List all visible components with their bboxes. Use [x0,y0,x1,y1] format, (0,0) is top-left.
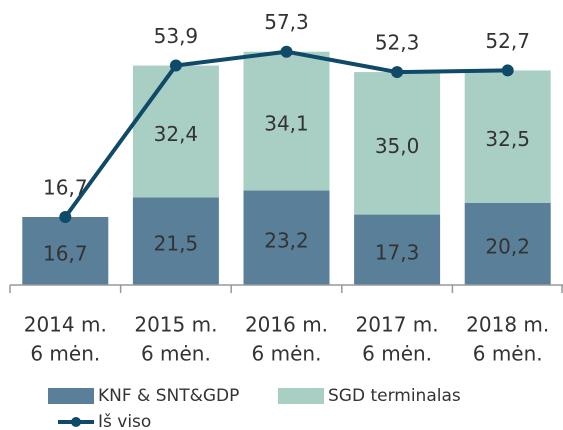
bar-segment [243,51,330,191]
x-tick-label: 2015 m. [134,313,217,337]
value-label: 35,0 [375,134,420,158]
x-tick-label: 2018 m. [466,313,549,337]
total-marker [501,64,514,77]
x-tick-label: 2017 m. [356,313,439,337]
bar-segment [132,197,219,285]
value-label: 23,2 [264,228,309,252]
x-tick-label: 2016 m. [245,313,328,337]
x-tick-label: 6 mėn. [252,342,322,366]
total-marker [59,211,72,224]
total-label: 16,7 [43,176,88,200]
total-label: 52,7 [485,29,530,53]
x-tick-label: 6 mėn. [362,342,432,366]
total-label: 53,9 [154,24,199,48]
bar-segment [354,214,441,285]
bar-segment [464,202,551,285]
value-label: 16,7 [43,242,88,266]
legend-swatch [71,417,81,427]
legend-swatch [278,388,324,404]
value-label: 21,5 [154,232,199,256]
value-label: 32,4 [154,122,199,146]
total-marker [391,66,404,79]
total-marker [280,45,293,58]
x-tick-label: 6 mėn. [30,342,100,366]
bar-segment [464,70,551,203]
x-tick-label: 6 mėn. [473,342,543,366]
legend-label: Iš viso [98,412,151,430]
x-tick-label: 6 mėn. [141,342,211,366]
bar-segment [132,65,219,198]
value-label: 20,2 [485,234,530,258]
legend-label: KNF & SNT&GDP [98,386,239,406]
total-marker [169,59,182,72]
total-label: 57,3 [264,10,309,34]
bar-segment [354,72,441,215]
bar-segment [22,217,109,285]
value-label: 32,5 [485,127,530,151]
legend-label: SGD terminalas [328,386,461,406]
total-label: 52,3 [375,31,420,55]
value-label: 17,3 [375,240,420,264]
value-label: 34,1 [264,112,309,136]
bar-segment [243,190,330,285]
legend-swatch [48,388,94,404]
x-tick-label: 2014 m. [24,313,107,337]
